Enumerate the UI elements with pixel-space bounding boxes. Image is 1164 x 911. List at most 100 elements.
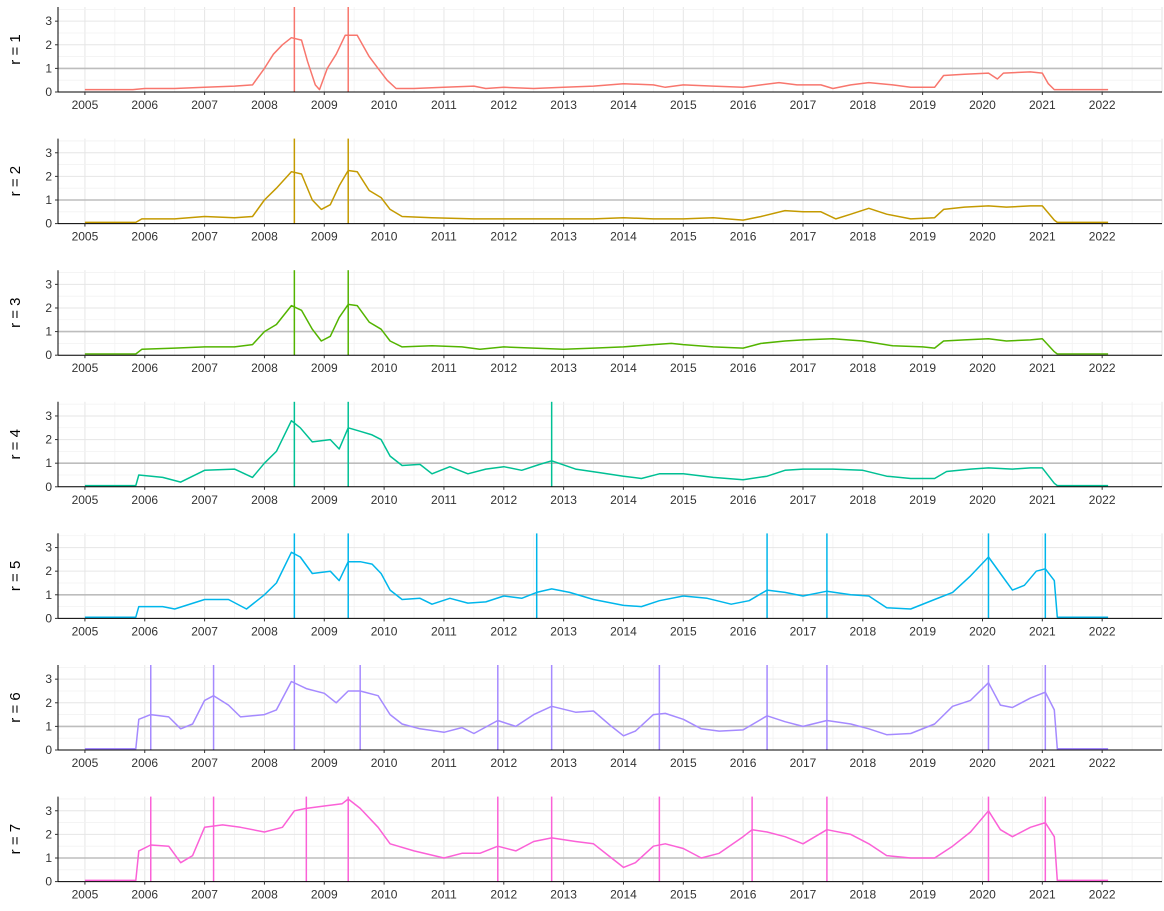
x-tick-label: 2007 xyxy=(191,493,218,507)
x-tick-label: 2011 xyxy=(431,888,457,902)
y-tick-label: 3 xyxy=(45,146,52,160)
x-tick-label: 2019 xyxy=(909,230,936,244)
x-tick-label: 2010 xyxy=(371,493,398,507)
x-tick-label: 2010 xyxy=(371,361,398,375)
panel-1: 0 1 2 3 2005 2006 2007 2008 2009 2010 2011 2012 2013… xyxy=(7,7,1163,112)
y-tick-label: 3 xyxy=(45,672,52,686)
x-tick-label: 2005 xyxy=(72,98,99,112)
x-tick-label: 2006 xyxy=(131,888,158,902)
x-tick-label: 2010 xyxy=(371,756,398,770)
x-tick-label: 2022 xyxy=(1089,361,1116,375)
x-tick-label: 2011 xyxy=(431,756,457,770)
x-tick-label: 2012 xyxy=(490,493,517,507)
x-tick-label: 2008 xyxy=(251,888,278,902)
x-tick-label: 2020 xyxy=(969,756,996,770)
x-tick-label: 2005 xyxy=(72,361,99,375)
x-tick-label: 2006 xyxy=(131,230,158,244)
series-line xyxy=(84,551,1109,618)
x-tick-label: 2007 xyxy=(191,624,218,638)
x-tick-label: 2013 xyxy=(550,888,577,902)
x-tick-label: 2009 xyxy=(311,888,338,902)
x-tick-label: 2016 xyxy=(730,888,757,902)
x-tick-label: 2010 xyxy=(371,888,398,902)
y-tick-label: 1 xyxy=(45,193,52,207)
x-tick-label: 2014 xyxy=(610,756,637,770)
x-tick-label: 2010 xyxy=(371,230,398,244)
x-tick-label: 2020 xyxy=(969,230,996,244)
x-tick-label: 2009 xyxy=(311,230,338,244)
x-tick-label: 2011 xyxy=(431,361,457,375)
x-tick-label: 2009 xyxy=(311,756,338,770)
x-tick-label: 2014 xyxy=(610,493,637,507)
x-tick-label: 2008 xyxy=(251,98,278,112)
series-line xyxy=(84,680,1109,750)
x-tick-label: 2009 xyxy=(311,624,338,638)
y-tick-label: 3 xyxy=(45,14,52,28)
x-tick-label: 2007 xyxy=(191,888,218,902)
x-tick-label: 2021 xyxy=(1029,98,1056,112)
x-tick-label: 2010 xyxy=(371,98,398,112)
x-tick-label: 2021 xyxy=(1029,493,1056,507)
x-tick-label: 2016 xyxy=(730,98,757,112)
series-line xyxy=(84,169,1109,224)
x-tick-label: 2020 xyxy=(969,624,996,638)
x-tick-label: 2014 xyxy=(610,98,637,112)
series-line xyxy=(84,798,1109,882)
x-tick-label: 2016 xyxy=(730,361,757,375)
panel-7: 0 1 2 3 2005 2006 2007 2008 2009 2010 2011 2012 2013… xyxy=(7,796,1163,902)
x-tick-label: 2006 xyxy=(131,624,158,638)
x-tick-label: 2014 xyxy=(610,361,637,375)
x-tick-label: 2015 xyxy=(670,624,697,638)
y-tick-label: 3 xyxy=(45,804,52,818)
x-tick-label: 2018 xyxy=(849,756,876,770)
y-tick-label: 0 xyxy=(45,480,52,494)
x-tick-label: 2005 xyxy=(72,888,99,902)
panel-label: r = 3 xyxy=(7,297,24,327)
y-tick-label: 2 xyxy=(45,169,52,183)
x-tick-label: 2012 xyxy=(490,624,517,638)
panel-label: r = 4 xyxy=(7,429,24,459)
panel-label: r = 6 xyxy=(7,692,24,722)
x-tick-label: 2020 xyxy=(969,888,996,902)
x-tick-label: 2018 xyxy=(849,493,876,507)
x-tick-label: 2009 xyxy=(311,98,338,112)
x-tick-label: 2006 xyxy=(131,361,158,375)
x-tick-label: 2006 xyxy=(131,756,158,770)
x-tick-label: 2022 xyxy=(1089,624,1116,638)
x-tick-label: 2013 xyxy=(550,361,577,375)
series-line xyxy=(84,419,1109,487)
x-tick-label: 2019 xyxy=(909,493,936,507)
y-tick-label: 2 xyxy=(45,38,52,52)
x-tick-label: 2022 xyxy=(1089,493,1116,507)
x-tick-label: 2019 xyxy=(909,98,936,112)
y-tick-label: 0 xyxy=(45,85,52,99)
x-tick-label: 2015 xyxy=(670,361,697,375)
x-tick-label: 2007 xyxy=(191,361,218,375)
x-tick-label: 2015 xyxy=(670,493,697,507)
x-tick-label: 2008 xyxy=(251,493,278,507)
x-tick-label: 2005 xyxy=(72,493,99,507)
x-tick-label: 2022 xyxy=(1089,888,1116,902)
x-tick-label: 2015 xyxy=(670,756,697,770)
x-tick-label: 2009 xyxy=(311,493,338,507)
x-tick-label: 2012 xyxy=(490,888,517,902)
x-tick-label: 2012 xyxy=(490,361,517,375)
x-tick-label: 2007 xyxy=(191,230,218,244)
y-tick-label: 0 xyxy=(45,348,52,362)
y-tick-label: 1 xyxy=(45,325,52,339)
x-tick-label: 2007 xyxy=(191,756,218,770)
x-tick-label: 2008 xyxy=(251,756,278,770)
x-tick-label: 2006 xyxy=(131,493,158,507)
series-line xyxy=(84,34,1109,91)
y-tick-label: 2 xyxy=(45,696,52,710)
x-tick-label: 2013 xyxy=(550,98,577,112)
x-tick-label: 2015 xyxy=(670,230,697,244)
x-tick-label: 2011 xyxy=(431,98,457,112)
y-tick-label: 0 xyxy=(45,611,52,625)
x-tick-label: 2018 xyxy=(849,624,876,638)
x-tick-label: 2018 xyxy=(849,361,876,375)
x-tick-label: 2009 xyxy=(311,361,338,375)
panel-label: r = 1 xyxy=(7,34,24,64)
x-tick-label: 2019 xyxy=(909,888,936,902)
